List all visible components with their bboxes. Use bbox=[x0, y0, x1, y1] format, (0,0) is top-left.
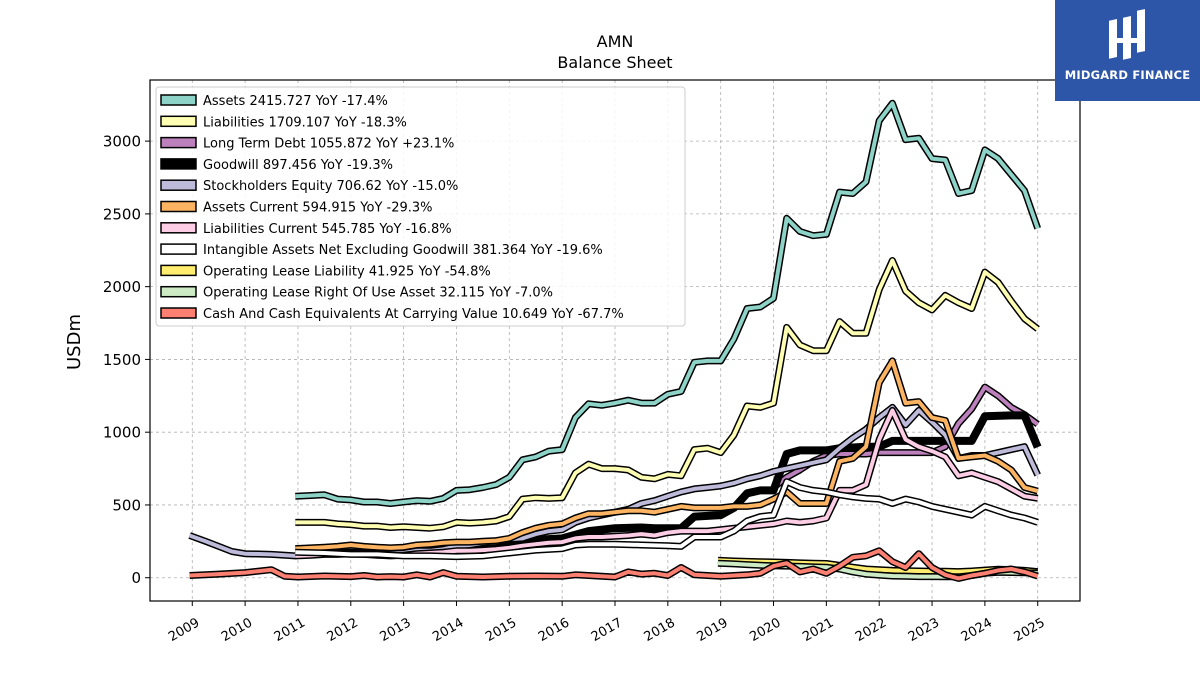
legend-swatch-2 bbox=[160, 136, 197, 149]
series-line-7 bbox=[295, 479, 1039, 559]
legend-label-2: Long Term Debt 1055.872 YoY +23.1% bbox=[203, 137, 454, 152]
x-tick-label: 2010 bbox=[219, 615, 255, 645]
y-tick-label: 2500 bbox=[103, 205, 141, 223]
series-line-10 bbox=[189, 548, 1039, 581]
legend-label-3: Goodwill 897.456 YoY -19.3% bbox=[203, 158, 393, 173]
legend-swatch-6 bbox=[160, 222, 197, 234]
legend-swatch-5 bbox=[160, 200, 197, 213]
x-tick-label: 2014 bbox=[430, 615, 466, 645]
brand-logo: MIDGARD FINANCE bbox=[1055, 0, 1200, 101]
y-tick-label: 2000 bbox=[103, 278, 141, 296]
brand-logo-mark bbox=[1109, 9, 1145, 60]
legend: Assets 2415.727 YoY -17.4% Liabilities 17… bbox=[155, 86, 686, 327]
x-tick-label: 2013 bbox=[377, 615, 413, 645]
y-axis-label: USDm bbox=[64, 314, 85, 370]
x-tick-label: 2025 bbox=[1012, 615, 1048, 645]
x-tick-label: 2011 bbox=[272, 615, 308, 645]
legend-swatch-10 bbox=[160, 307, 197, 319]
series-line-1 bbox=[295, 258, 1039, 531]
x-tick-label: 2022 bbox=[853, 615, 889, 645]
brand-name: MIDGARD FINANCE bbox=[1064, 68, 1191, 82]
x-tick-label: 2024 bbox=[959, 615, 995, 645]
y-axis: 0 500 1000 1500 2000 2500 3000 bbox=[103, 133, 150, 587]
x-tick-label: 2016 bbox=[536, 615, 572, 645]
x-tick-label: 2019 bbox=[695, 615, 731, 645]
legend-swatch-8 bbox=[160, 264, 197, 277]
legend-swatch-1 bbox=[160, 115, 197, 128]
legend-label-8: Operating Lease Liability 41.925 YoY -54… bbox=[203, 264, 491, 279]
legend-label-0: Assets 2415.727 YoY -17.4% bbox=[203, 94, 388, 109]
legend-label-10: Cash And Cash Equivalents At Carrying Va… bbox=[203, 307, 624, 322]
legend-label-1: Liabilities 1709.107 YoY -18.3% bbox=[203, 115, 407, 130]
legend-label-9: Operating Lease Right Of Use Asset 32.11… bbox=[203, 286, 553, 301]
legend-label-7: Intangible Assets Net Excluding Goodwill… bbox=[203, 243, 603, 258]
x-tick-label: 2012 bbox=[325, 615, 361, 645]
y-tick-label: 3000 bbox=[103, 133, 141, 151]
legend-swatch-4 bbox=[160, 179, 197, 191]
chart-title: AMN bbox=[597, 32, 634, 51]
x-tick-label: 2015 bbox=[483, 615, 519, 645]
legend-swatch-7 bbox=[160, 243, 197, 255]
series-group bbox=[188, 99, 1042, 582]
legend-label-5: Assets Current 594.915 YoY -29.3% bbox=[203, 201, 433, 216]
x-tick-label: 2018 bbox=[642, 615, 678, 645]
legend-label-4: Stockholders Equity 706.62 YoY -15.0% bbox=[203, 179, 458, 194]
legend-label-6: Liabilities Current 545.785 YoY -16.8% bbox=[203, 222, 452, 237]
series-line-5 bbox=[295, 358, 1039, 551]
legend-swatch-0 bbox=[160, 94, 197, 106]
y-tick-label: 1500 bbox=[103, 351, 141, 369]
chart-subtitle: Balance Sheet bbox=[557, 53, 672, 72]
x-tick-label: 2017 bbox=[589, 615, 625, 645]
series-line-0 bbox=[295, 101, 1040, 506]
x-tick-label: 2023 bbox=[906, 615, 942, 645]
legend-swatch-3 bbox=[160, 158, 197, 170]
x-axis: 2009 2010 2011 2012 2013 2014 2015 2016 2017 2018… bbox=[166, 601, 1048, 645]
y-tick-label: 0 bbox=[131, 569, 141, 587]
x-tick-label: 2009 bbox=[166, 615, 202, 645]
x-tick-label: 2021 bbox=[800, 615, 836, 645]
legend-swatch-9 bbox=[160, 285, 197, 298]
x-tick-label: 2020 bbox=[747, 615, 783, 645]
y-tick-label: 500 bbox=[112, 496, 141, 514]
y-tick-label: 1000 bbox=[103, 424, 141, 442]
legend-box bbox=[155, 86, 686, 327]
